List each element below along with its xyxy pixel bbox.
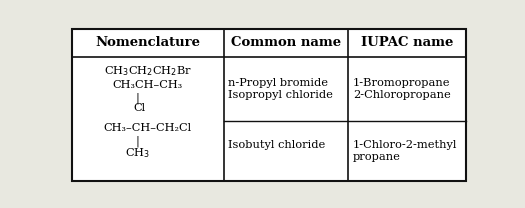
Text: IUPAC name: IUPAC name bbox=[361, 36, 454, 50]
Text: 2-Chloropropane: 2-Chloropropane bbox=[353, 90, 450, 100]
Text: 1-Bromopropane: 1-Bromopropane bbox=[353, 78, 450, 88]
Text: Isopropyl chloride: Isopropyl chloride bbox=[228, 90, 333, 100]
Text: Cl: Cl bbox=[133, 103, 145, 113]
Text: CH₃–CH–CH₂Cl: CH₃–CH–CH₂Cl bbox=[103, 123, 192, 133]
Text: CH₃CH–CH₃: CH₃CH–CH₃ bbox=[112, 80, 183, 90]
Text: CH$_3$: CH$_3$ bbox=[125, 146, 150, 160]
Text: Nomenclature: Nomenclature bbox=[95, 36, 200, 50]
Text: 1-Chloro-2-methyl: 1-Chloro-2-methyl bbox=[353, 140, 457, 150]
Text: propane: propane bbox=[353, 152, 401, 162]
Text: |: | bbox=[135, 92, 140, 104]
Text: |: | bbox=[135, 135, 140, 147]
Text: CH$_3$CH$_2$CH$_2$Br: CH$_3$CH$_2$CH$_2$Br bbox=[103, 64, 192, 78]
Text: Common name: Common name bbox=[231, 36, 341, 50]
Text: n-Propyl bromide: n-Propyl bromide bbox=[228, 78, 328, 88]
Text: Isobutyl chloride: Isobutyl chloride bbox=[228, 140, 325, 150]
